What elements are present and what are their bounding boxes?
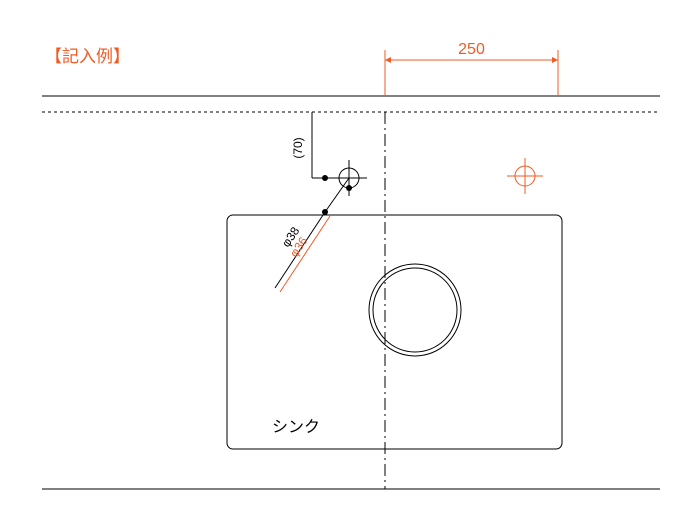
sink-outline xyxy=(227,215,562,449)
drain-inner xyxy=(373,268,457,352)
anchor-dot xyxy=(322,209,328,215)
sink-label: シンク xyxy=(272,418,320,436)
drain-outer xyxy=(369,264,461,356)
anchor-dot xyxy=(322,175,328,181)
dim-70-label: (70) xyxy=(291,137,305,158)
anchor-dot xyxy=(346,185,352,191)
dim-250-label: 250 xyxy=(458,41,485,58)
diagram-canvas: シンク250(70)φ38φ36 xyxy=(0,0,700,530)
